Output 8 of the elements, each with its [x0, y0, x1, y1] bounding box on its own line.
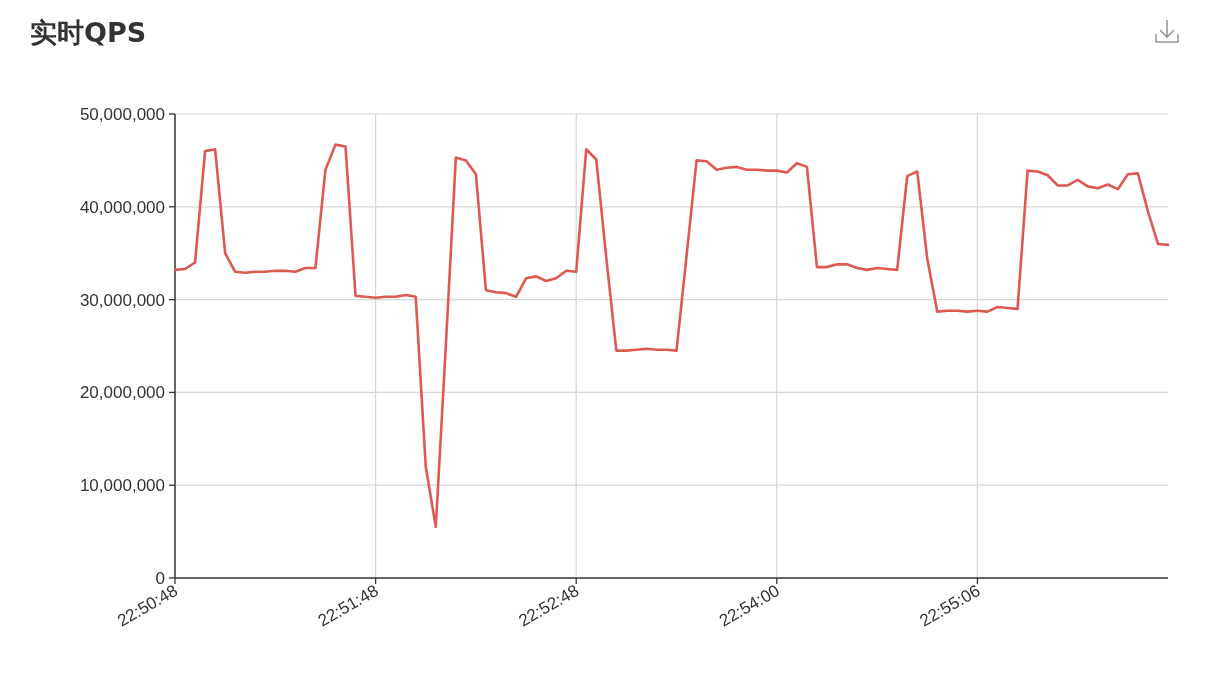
y-tick-label: 20,000,000	[79, 383, 165, 403]
y-tick-label: 0	[155, 569, 165, 588]
line-series	[173, 143, 1170, 529]
y-tick-label: 40,000,000	[79, 197, 165, 217]
chart-title: 实时QPS	[30, 17, 147, 48]
y-tick-label: 30,000,000	[79, 290, 165, 310]
y-tick-label: 10,000,000	[79, 476, 165, 496]
y-tick-label: 50,000,000	[79, 105, 165, 124]
